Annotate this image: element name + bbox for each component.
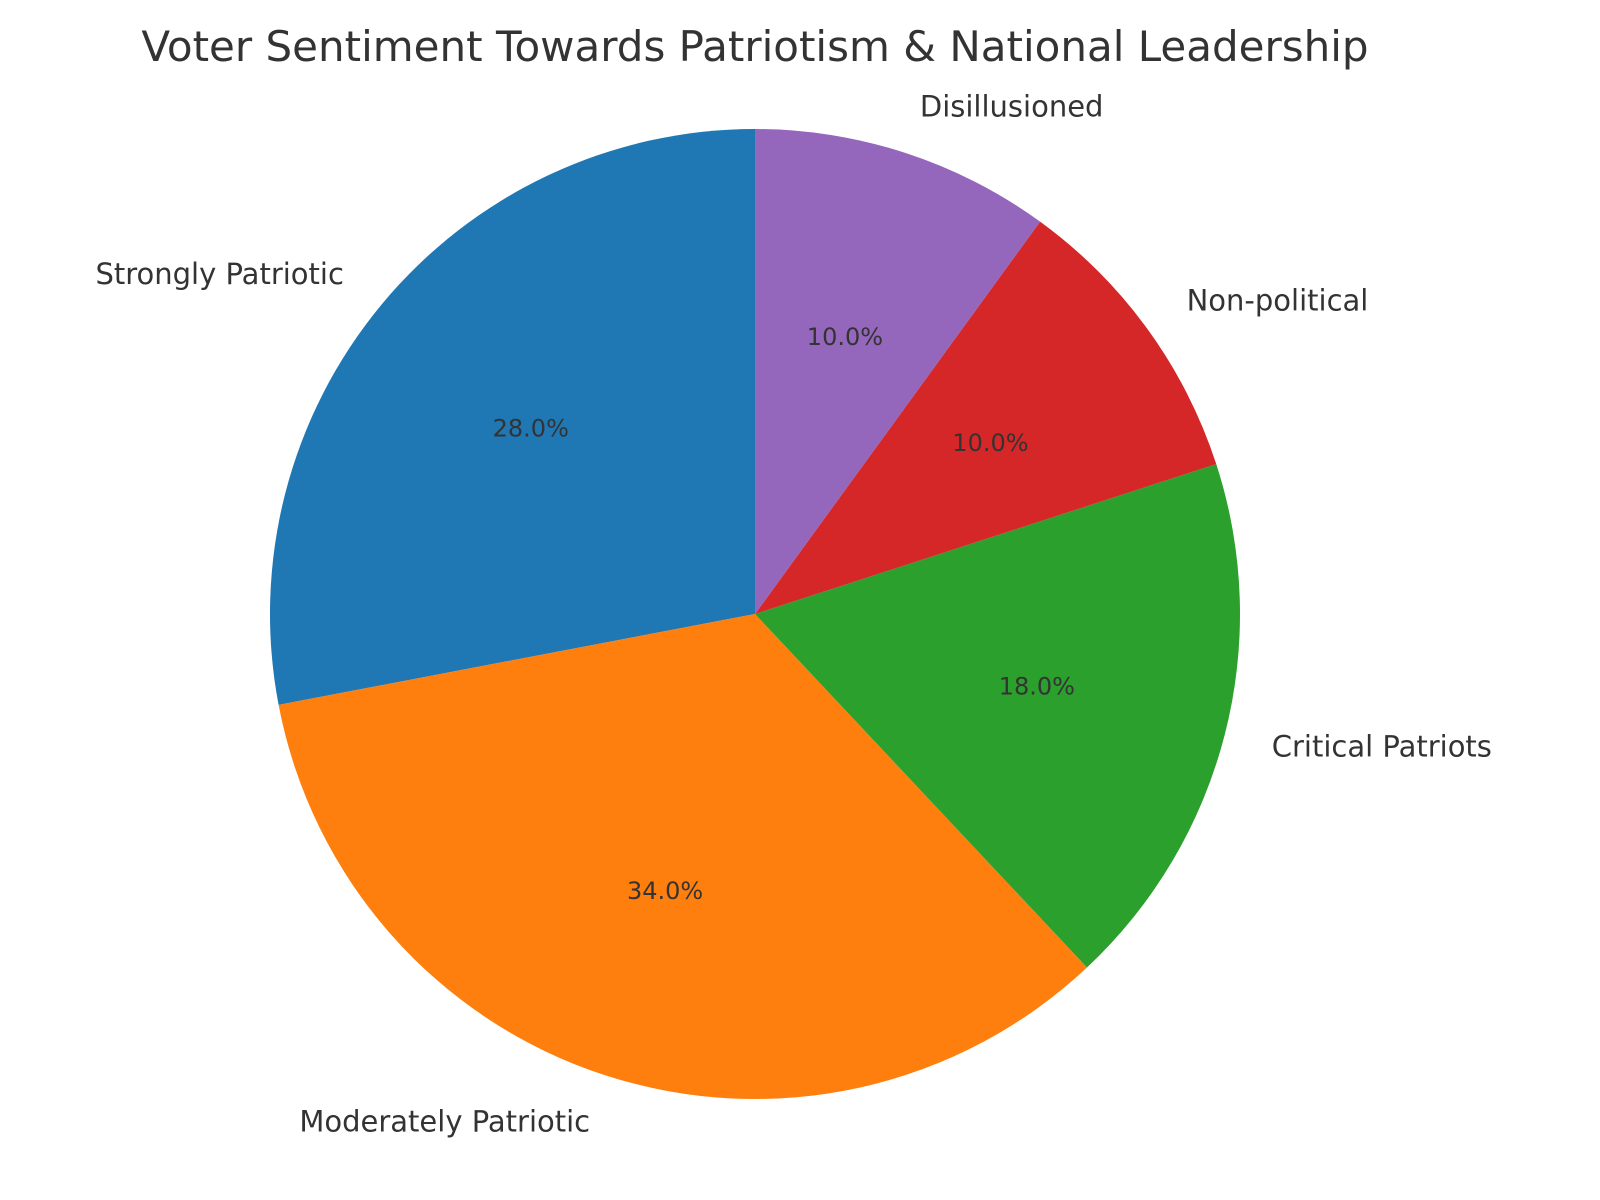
pct-label: 10.0% bbox=[807, 323, 883, 351]
pct-label: 34.0% bbox=[627, 877, 703, 905]
pie-slice-strongly-patriotic bbox=[270, 129, 755, 705]
category-label: Critical Patriots bbox=[1272, 730, 1492, 764]
category-label: Moderately Patriotic bbox=[299, 1104, 590, 1138]
chart-title: Voter Sentiment Towards Patriotism & Nat… bbox=[141, 22, 1369, 71]
pct-label: 10.0% bbox=[952, 429, 1028, 457]
pie-slice-moderately-patriotic bbox=[278, 614, 1088, 1100]
pie-slice-non-political bbox=[755, 221, 1217, 614]
pct-label: 28.0% bbox=[493, 415, 569, 443]
category-label: Strongly Patriotic bbox=[95, 257, 343, 291]
category-label: Disillusioned bbox=[920, 90, 1104, 124]
category-label: Non-political bbox=[1187, 283, 1369, 317]
pie-slice-critical-patriots bbox=[755, 464, 1240, 968]
pct-label: 18.0% bbox=[999, 672, 1075, 700]
pie-slice-disillusioned bbox=[755, 129, 1041, 614]
